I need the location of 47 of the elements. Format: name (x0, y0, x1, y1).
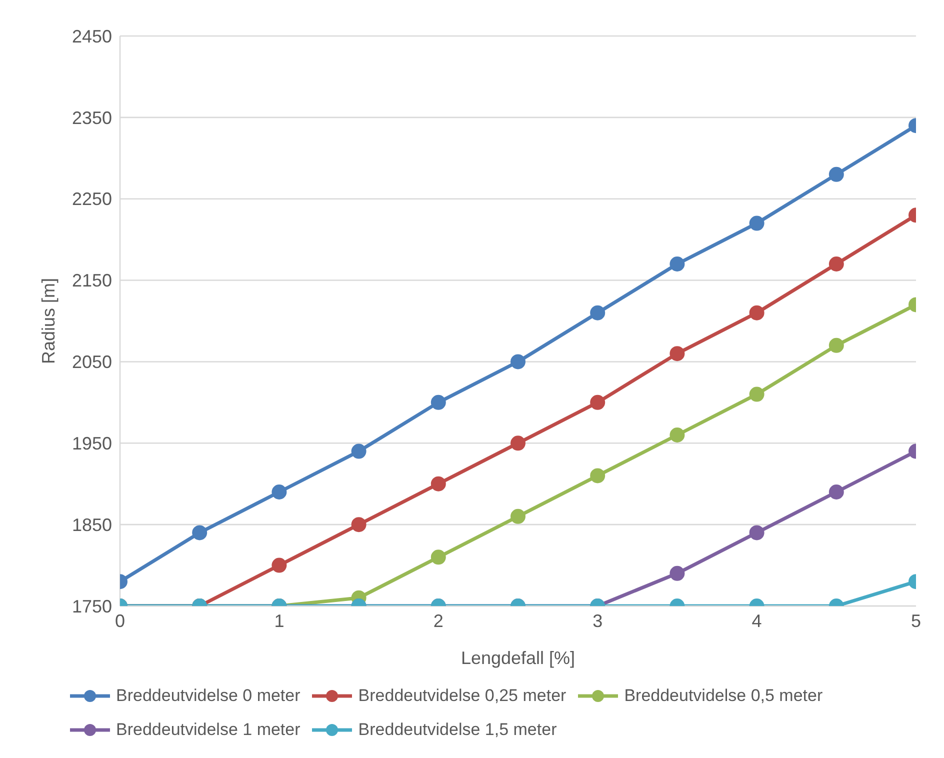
point (828, 484, 844, 500)
legend-label: Breddeutvidelse 1,5 meter (358, 720, 557, 740)
y-axis-title: Radius [m] (38, 278, 58, 364)
point (670, 346, 685, 362)
point (192, 525, 208, 540)
point (590, 305, 606, 320)
point (749, 305, 764, 320)
x-tick-label: 3 (592, 610, 603, 631)
x-axis-title: Lengdefall [%] (460, 648, 576, 668)
point (430, 476, 446, 492)
y-tick-label: 2350 (72, 108, 112, 128)
y-tick-label: 1950 (72, 434, 112, 454)
legend-label: Breddeutvidelse 1 meter (116, 720, 300, 740)
legend-label: Breddeutvidelse 0 meter (116, 686, 300, 706)
point (272, 558, 287, 573)
y-tick-label: 1850 (72, 514, 112, 535)
point (510, 508, 526, 524)
point (749, 386, 764, 402)
point (670, 566, 685, 581)
y-tick-label: 2050 (72, 352, 112, 372)
point (510, 436, 526, 451)
x-tick-label: 1 (274, 610, 284, 631)
x-tick-label: 4 (752, 610, 762, 631)
point (351, 517, 366, 532)
y-tick-label: 2250 (72, 189, 112, 210)
x-tick-label: 0 (114, 610, 126, 631)
y-tick-label: 2150 (72, 270, 112, 291)
point (670, 256, 685, 272)
point (272, 484, 287, 500)
point (828, 338, 844, 353)
point (828, 256, 844, 272)
point (590, 468, 606, 484)
point (430, 394, 446, 410)
point (430, 550, 446, 565)
x-tick-label: 2 (433, 610, 444, 631)
point (590, 394, 606, 410)
point (749, 216, 764, 231)
point (749, 525, 764, 540)
x-tick-label: 5 (910, 610, 922, 631)
y-tick-label: 2450 (72, 26, 112, 46)
y-tick-label: 1750 (72, 596, 112, 616)
point (510, 354, 526, 370)
point (828, 166, 844, 182)
legend-label: Breddeutvidelse 0,25 meter (358, 686, 566, 706)
legend-label: Breddeutvidelse 0,5 meter (624, 686, 823, 706)
point (351, 444, 366, 459)
point (670, 428, 685, 442)
